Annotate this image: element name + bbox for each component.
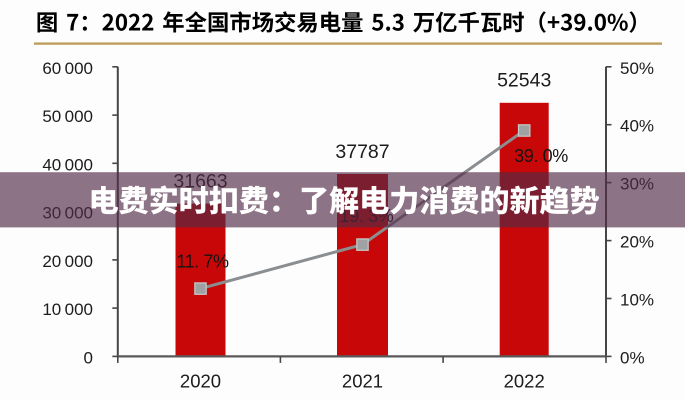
svg-text:60 000: 60 000 (42, 59, 93, 78)
svg-text:10%: 10% (620, 291, 654, 310)
svg-text:2021: 2021 (342, 371, 383, 392)
svg-text:50%: 50% (620, 59, 654, 78)
svg-text:10 000: 10 000 (42, 300, 93, 319)
svg-text:2020: 2020 (180, 371, 221, 392)
svg-text:11. 7%: 11. 7% (176, 252, 229, 272)
svg-text:2022: 2022 (504, 371, 545, 392)
svg-text:20%: 20% (620, 233, 654, 252)
svg-text:37787: 37787 (335, 141, 389, 163)
svg-text:0: 0 (84, 348, 93, 367)
svg-text:40%: 40% (620, 117, 654, 136)
svg-text:40 000: 40 000 (42, 155, 93, 174)
svg-text:50 000: 50 000 (42, 107, 93, 126)
svg-text:52543: 52543 (497, 70, 551, 92)
svg-text:39. 0%: 39. 0% (514, 146, 568, 166)
svg-text:20 000: 20 000 (42, 252, 93, 271)
svg-text:0%: 0% (620, 348, 645, 367)
